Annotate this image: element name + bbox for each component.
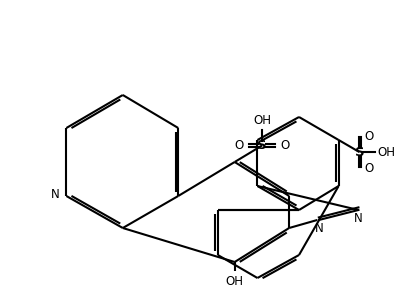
Text: O: O: [234, 139, 244, 152]
Text: OH: OH: [378, 146, 396, 158]
Text: N: N: [354, 212, 363, 225]
Text: S: S: [257, 139, 267, 152]
Text: O: O: [364, 161, 373, 175]
Text: OH: OH: [226, 275, 244, 288]
Text: O: O: [364, 130, 373, 143]
Text: S: S: [355, 146, 364, 158]
Text: OH: OH: [253, 114, 271, 127]
Text: O: O: [280, 139, 290, 152]
Text: N: N: [51, 188, 60, 201]
Text: N: N: [314, 222, 323, 235]
